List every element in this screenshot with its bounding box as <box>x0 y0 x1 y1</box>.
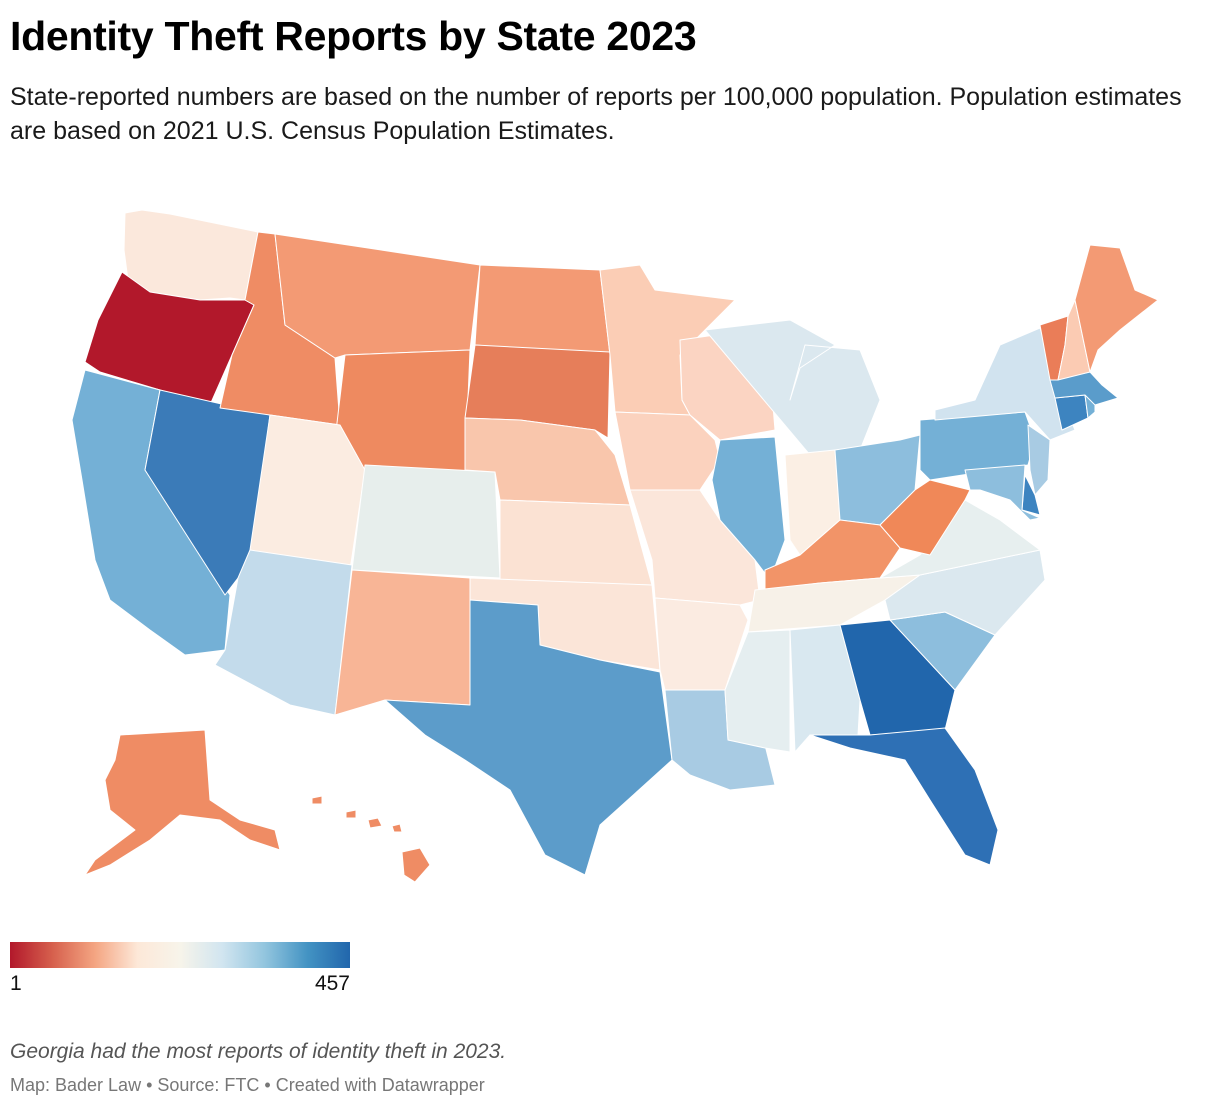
state-CO[interactable] <box>351 464 501 579</box>
legend-gradient <box>10 942 350 968</box>
legend-min-label: 1 <box>10 972 22 995</box>
state-ME[interactable] <box>1074 244 1159 373</box>
chart-title: Identity Theft Reports by State 2023 <box>10 13 697 59</box>
state-NM[interactable] <box>334 569 471 716</box>
state-NH[interactable] <box>1057 299 1091 381</box>
chart-subtitle: State-reported numbers are based on the … <box>10 83 1182 145</box>
state-WA[interactable] <box>123 209 259 301</box>
state-AK[interactable] <box>84 729 281 876</box>
state-UT[interactable] <box>249 414 366 571</box>
state-MA[interactable] <box>1049 371 1119 406</box>
chart-notes: Georgia had the most reports of identity… <box>10 1040 507 1063</box>
state-OR[interactable] <box>84 271 255 406</box>
legend-max-label: 457 <box>314 972 350 995</box>
state-IL[interactable] <box>711 436 786 581</box>
color-legend: 1 457 <box>10 942 350 995</box>
chart-footer: Map: Bader Law • Source: FTC • Created w… <box>10 1075 485 1095</box>
state-TX[interactable] <box>384 599 673 876</box>
state-VA[interactable] <box>879 499 1041 579</box>
state-WV[interactable] <box>879 479 971 556</box>
state-ND[interactable] <box>474 264 611 356</box>
state-MD[interactable] <box>964 464 1041 521</box>
us-choropleth-map <box>71 209 1159 883</box>
state-NJ[interactable] <box>1027 424 1051 496</box>
state-KS[interactable] <box>499 499 653 586</box>
state-HI[interactable] <box>311 795 431 883</box>
state-FL[interactable] <box>809 727 999 866</box>
